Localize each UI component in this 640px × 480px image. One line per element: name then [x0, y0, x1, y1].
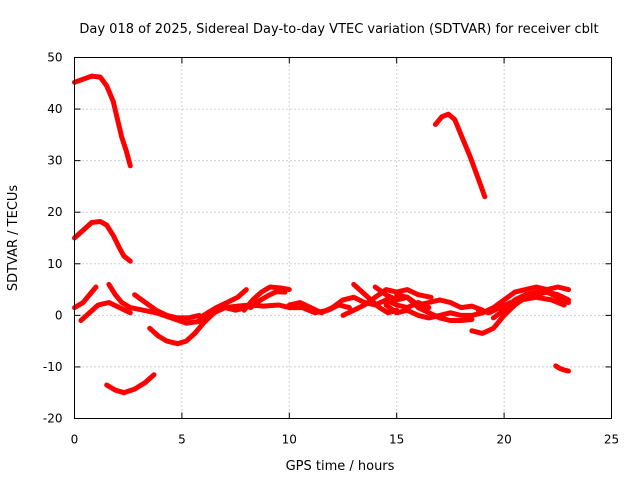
series-arc-14	[248, 289, 288, 311]
series-arc-17	[351, 281, 400, 316]
series-arc-20	[394, 292, 475, 323]
x-tick-label: 15	[389, 433, 404, 447]
y-tick-label: 30	[47, 154, 62, 168]
series-arc-6	[72, 284, 99, 311]
y-tick-label: 40	[47, 102, 62, 116]
series-arc-13	[241, 284, 292, 313]
series-arc-1	[72, 73, 133, 169]
series-arc-24	[475, 294, 567, 316]
y-tick-label: -10	[43, 360, 63, 374]
grid	[74, 57, 612, 419]
y-tick-label: 20	[47, 205, 62, 219]
x-axis-label: GPS time / hours	[286, 459, 395, 474]
series-arc-9	[132, 292, 202, 321]
x-tick-label: 0	[71, 433, 79, 447]
x-tick-label: 25	[604, 433, 619, 447]
y-tick-label: 50	[47, 51, 62, 65]
x-tick-label: 10	[282, 433, 297, 447]
series-arc-7	[78, 300, 133, 323]
series-arc-18	[372, 284, 486, 313]
x-tick-label: 20	[496, 433, 511, 447]
series-arc-8	[106, 281, 202, 326]
series-arc-5	[553, 363, 571, 374]
y-tick-label: 10	[47, 257, 62, 271]
series-arc-15	[286, 294, 432, 316]
series-arc-4	[104, 372, 157, 396]
series-arc-23	[490, 289, 571, 321]
chart-title: Day 018 of 2025, Sidereal Day-to-day VTE…	[79, 22, 598, 37]
plot-frame	[74, 57, 612, 419]
y-tick-label: 0	[55, 308, 63, 322]
x-tick-label: 5	[178, 433, 186, 447]
series-arc-2	[72, 219, 133, 264]
data-series	[72, 73, 571, 396]
axis-ticks: 0 5 10 15 20 25 -20 -10 0 10 20 30 40 50	[43, 51, 619, 447]
series-arc-22	[480, 284, 571, 316]
y-tick-label: -20	[43, 412, 63, 426]
series-arc-16	[340, 287, 434, 318]
series-arc-3	[432, 111, 488, 200]
y-axis-label: SDTVAR / TECUs	[6, 185, 21, 292]
